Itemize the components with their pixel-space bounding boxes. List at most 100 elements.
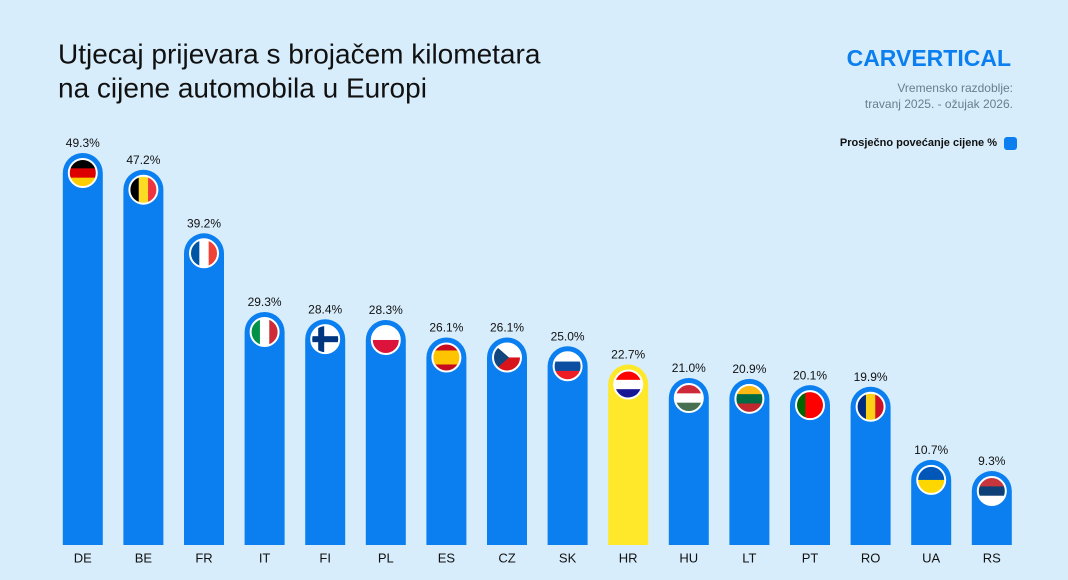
flag-stripe	[553, 352, 582, 363]
x-tick-label: FR	[195, 550, 212, 565]
bar	[123, 169, 164, 545]
value-label: 47.2%	[126, 153, 160, 167]
value-label: 19.9%	[854, 370, 888, 384]
flag-border	[552, 351, 583, 382]
flag-border	[310, 324, 341, 355]
x-tick-label: HR	[619, 550, 638, 565]
flag-icon	[250, 318, 279, 347]
flag-icon	[129, 175, 158, 204]
value-label: 9.3%	[978, 454, 1006, 468]
x-tick-label: IT	[259, 550, 271, 565]
bar	[426, 337, 467, 545]
x-tick-label: ES	[438, 550, 456, 565]
chart-title: Utjecaj prijevara s brojačem kilometara	[58, 38, 541, 69]
x-tick-label: PL	[378, 550, 394, 565]
flag-stripe	[432, 357, 461, 365]
flag-stripe	[371, 325, 400, 341]
flag-stripe	[614, 379, 643, 390]
flag-border	[67, 158, 98, 188]
value-label: 20.9%	[732, 362, 766, 376]
bar	[62, 153, 103, 545]
flag-border	[734, 383, 765, 414]
flag-stripe	[259, 318, 270, 347]
flag-icon	[977, 477, 1006, 506]
bar	[790, 385, 830, 545]
flag-stripe	[865, 392, 876, 421]
bar	[244, 312, 285, 545]
flag-stripe	[138, 175, 149, 204]
x-tick-label: RO	[861, 550, 881, 565]
flag-stripe	[977, 477, 1006, 487]
flag-icon	[553, 352, 582, 381]
bar	[608, 364, 649, 545]
flag-stripe	[68, 168, 97, 179]
flag-stripe	[977, 495, 1006, 506]
flag-stripe	[318, 325, 325, 354]
flag-stripe	[735, 403, 764, 413]
value-label: 22.7%	[611, 348, 645, 362]
flag-stripe	[68, 159, 97, 169]
bar	[729, 378, 770, 545]
flag-stripe	[432, 343, 461, 351]
x-tick-label: CZ	[498, 550, 515, 565]
flag-stripe	[493, 343, 509, 372]
flag-stripe	[735, 394, 764, 404]
value-label: 39.2%	[187, 216, 221, 230]
flag-stripe	[814, 391, 824, 420]
flag-stripe	[432, 364, 461, 372]
flag-border	[916, 464, 947, 495]
flag-stripe	[674, 393, 703, 404]
flag-icon	[856, 392, 885, 421]
legend-swatch	[1004, 137, 1017, 150]
legend-label: Prosječno povećanje cijene %	[840, 137, 997, 149]
flag-icon	[190, 239, 218, 268]
flag-icon	[735, 384, 764, 413]
flag-stripe	[856, 392, 867, 421]
flag-stripe	[917, 465, 946, 481]
flag-stripe	[917, 479, 946, 494]
value-label: 20.1%	[793, 368, 827, 382]
flag-border	[128, 174, 159, 205]
flag-stripe	[250, 318, 261, 347]
flag-stripe	[148, 175, 158, 204]
flag-icon	[68, 159, 97, 187]
flag-stripe	[311, 336, 340, 343]
value-label: 28.4%	[308, 302, 342, 316]
flag-stripe	[977, 486, 1006, 497]
flag-stripe	[875, 392, 885, 421]
bar	[184, 233, 224, 545]
flag-icon	[674, 384, 703, 413]
flag-border	[370, 324, 401, 355]
flag-stripe	[796, 391, 806, 420]
bar	[487, 337, 527, 545]
x-tick-label: DE	[74, 550, 92, 565]
flag-stripe	[674, 384, 703, 394]
subtitle: travanj 2025. - ožujak 2026.	[865, 97, 1013, 111]
bar	[850, 386, 891, 545]
flag-icon	[614, 370, 643, 399]
x-tick-label: SK	[559, 550, 577, 565]
flag-icon	[432, 343, 461, 372]
flag-stripe	[674, 402, 703, 413]
value-label: 26.1%	[429, 321, 463, 335]
flag-stripe	[735, 384, 764, 395]
x-tick-label: BE	[135, 550, 153, 565]
flag-stripe	[371, 339, 400, 354]
flag-icon	[371, 325, 400, 354]
bar	[305, 319, 346, 545]
flag-border	[673, 383, 704, 414]
flag-border	[976, 476, 1007, 507]
x-tick-label: PT	[802, 550, 819, 565]
value-label: 49.3%	[66, 136, 100, 150]
value-label: 10.7%	[914, 443, 948, 457]
subtitle: Vremensko razdoblje:	[897, 81, 1013, 95]
bar	[365, 319, 406, 545]
flag-border	[613, 369, 644, 400]
flag-stripe	[269, 318, 279, 347]
x-tick-label: HU	[679, 550, 698, 565]
chart-title: na cijene automobila u Europi	[58, 72, 427, 103]
x-tick-label: RS	[983, 550, 1001, 565]
flag-icon	[917, 465, 946, 494]
value-label: 26.1%	[490, 321, 524, 335]
